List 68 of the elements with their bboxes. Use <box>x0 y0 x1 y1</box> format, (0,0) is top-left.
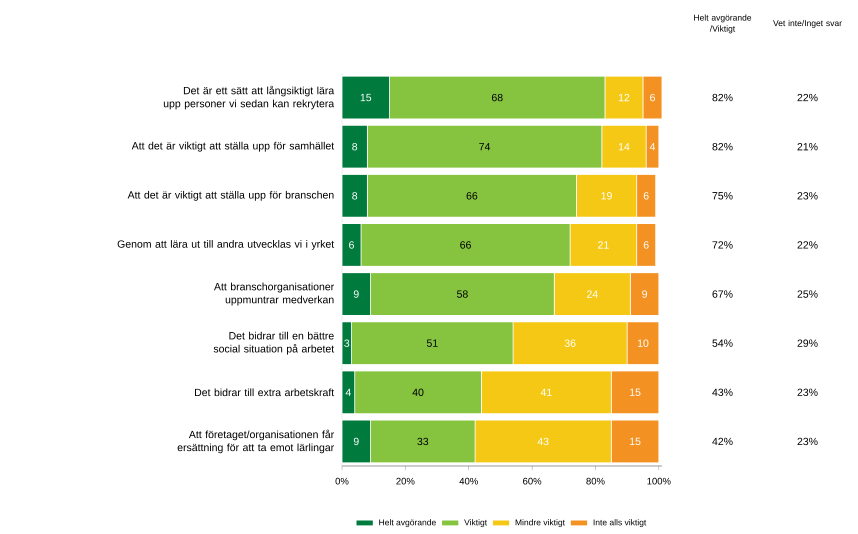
data-label: 6 <box>650 94 655 102</box>
legend-label: Viktigt <box>464 519 488 528</box>
data-label: 14 <box>618 143 630 150</box>
category-label: Vet inte/Inget svar <box>773 20 842 28</box>
text: 21% <box>798 142 818 150</box>
data-label: 58 <box>456 290 468 298</box>
data-label: 6 <box>644 192 649 200</box>
y-tick-label: Att det är viktigt att ställa upp för samhället <box>132 142 334 152</box>
legend-label: Inte alls viktigt <box>594 519 646 528</box>
legend-label: Helt avgörande <box>379 519 436 528</box>
legend-label: Mindre viktigt <box>516 519 565 528</box>
data-label: 41 <box>540 388 552 396</box>
data-label: 68 <box>492 94 503 102</box>
y-tick-label: Genom att lära ut till andra utvecklas vi i yrket <box>118 240 334 250</box>
text: 23% <box>798 388 818 396</box>
data-label: 6 <box>644 241 649 249</box>
data-label: 33 <box>417 438 428 446</box>
data-label: 15 <box>630 388 640 396</box>
data-label: 24 <box>587 290 598 298</box>
text: 42% <box>712 438 733 446</box>
data-label: 6 <box>349 241 354 249</box>
x-tick-label: 60% <box>523 478 542 485</box>
data-label: 40 <box>412 388 424 396</box>
data-label: 21 <box>598 241 609 249</box>
y-tick-label: Att företaget/organisationen får ersättning för att ta emot lärlingar <box>178 430 334 454</box>
text: 67% <box>712 290 733 298</box>
text: 23% <box>798 438 818 446</box>
text: 22% <box>798 94 818 102</box>
data-label: 36 <box>564 339 576 347</box>
data-label: 43 <box>538 438 549 446</box>
y-tick-label: Att branschorganisationer uppmuntrar medverkan <box>214 282 334 306</box>
text: 25% <box>798 290 818 298</box>
y-tick-label: Att det är viktigt att ställa upp för branschen <box>128 190 334 201</box>
data-label: 74 <box>479 143 490 150</box>
y-tick-label: Det bidrar till extra arbetskraft <box>195 388 334 396</box>
data-label: 66 <box>466 192 478 200</box>
x-tick-label: 20% <box>396 478 415 485</box>
data-label: 12 <box>618 94 630 102</box>
data-label: 9 <box>354 438 359 446</box>
data-label: 9 <box>354 290 359 298</box>
data-label: 3 <box>344 339 350 347</box>
text: 82% <box>712 94 733 102</box>
y-tick-label: Det bidrar till en bättre social situation på arbetet <box>214 332 334 355</box>
x-tick-label: 100% <box>647 478 671 485</box>
y-tick-label: Det är ett sätt att långsiktigt lära upp personer vi sedan kan rekrytera <box>164 86 334 110</box>
text: 82% <box>712 142 733 150</box>
x-tick-label: 0% <box>336 478 349 485</box>
data-label: 15 <box>360 94 372 102</box>
category-label: Helt avgörande /Viktigt <box>694 14 752 34</box>
text: 54% <box>712 339 733 347</box>
text: 72% <box>712 241 733 249</box>
x-tick-label: 80% <box>586 478 605 485</box>
data-label: 4 <box>650 143 656 150</box>
data-label: 66 <box>460 241 471 249</box>
data-label: 9 <box>642 290 647 298</box>
text: 22% <box>798 241 818 249</box>
text: 75% <box>712 192 733 200</box>
text: 23% <box>798 192 818 200</box>
data-label: 10 <box>638 339 648 347</box>
data-label: 4 <box>346 388 351 396</box>
data-label: 51 <box>426 340 438 347</box>
data-label: 15 <box>630 438 640 446</box>
x-tick-label: 40% <box>459 478 478 485</box>
text: 29% <box>798 339 818 347</box>
data-label: 8 <box>352 142 358 150</box>
data-label: 8 <box>352 192 358 200</box>
data-label: 19 <box>602 192 612 200</box>
text: 43% <box>712 388 733 396</box>
